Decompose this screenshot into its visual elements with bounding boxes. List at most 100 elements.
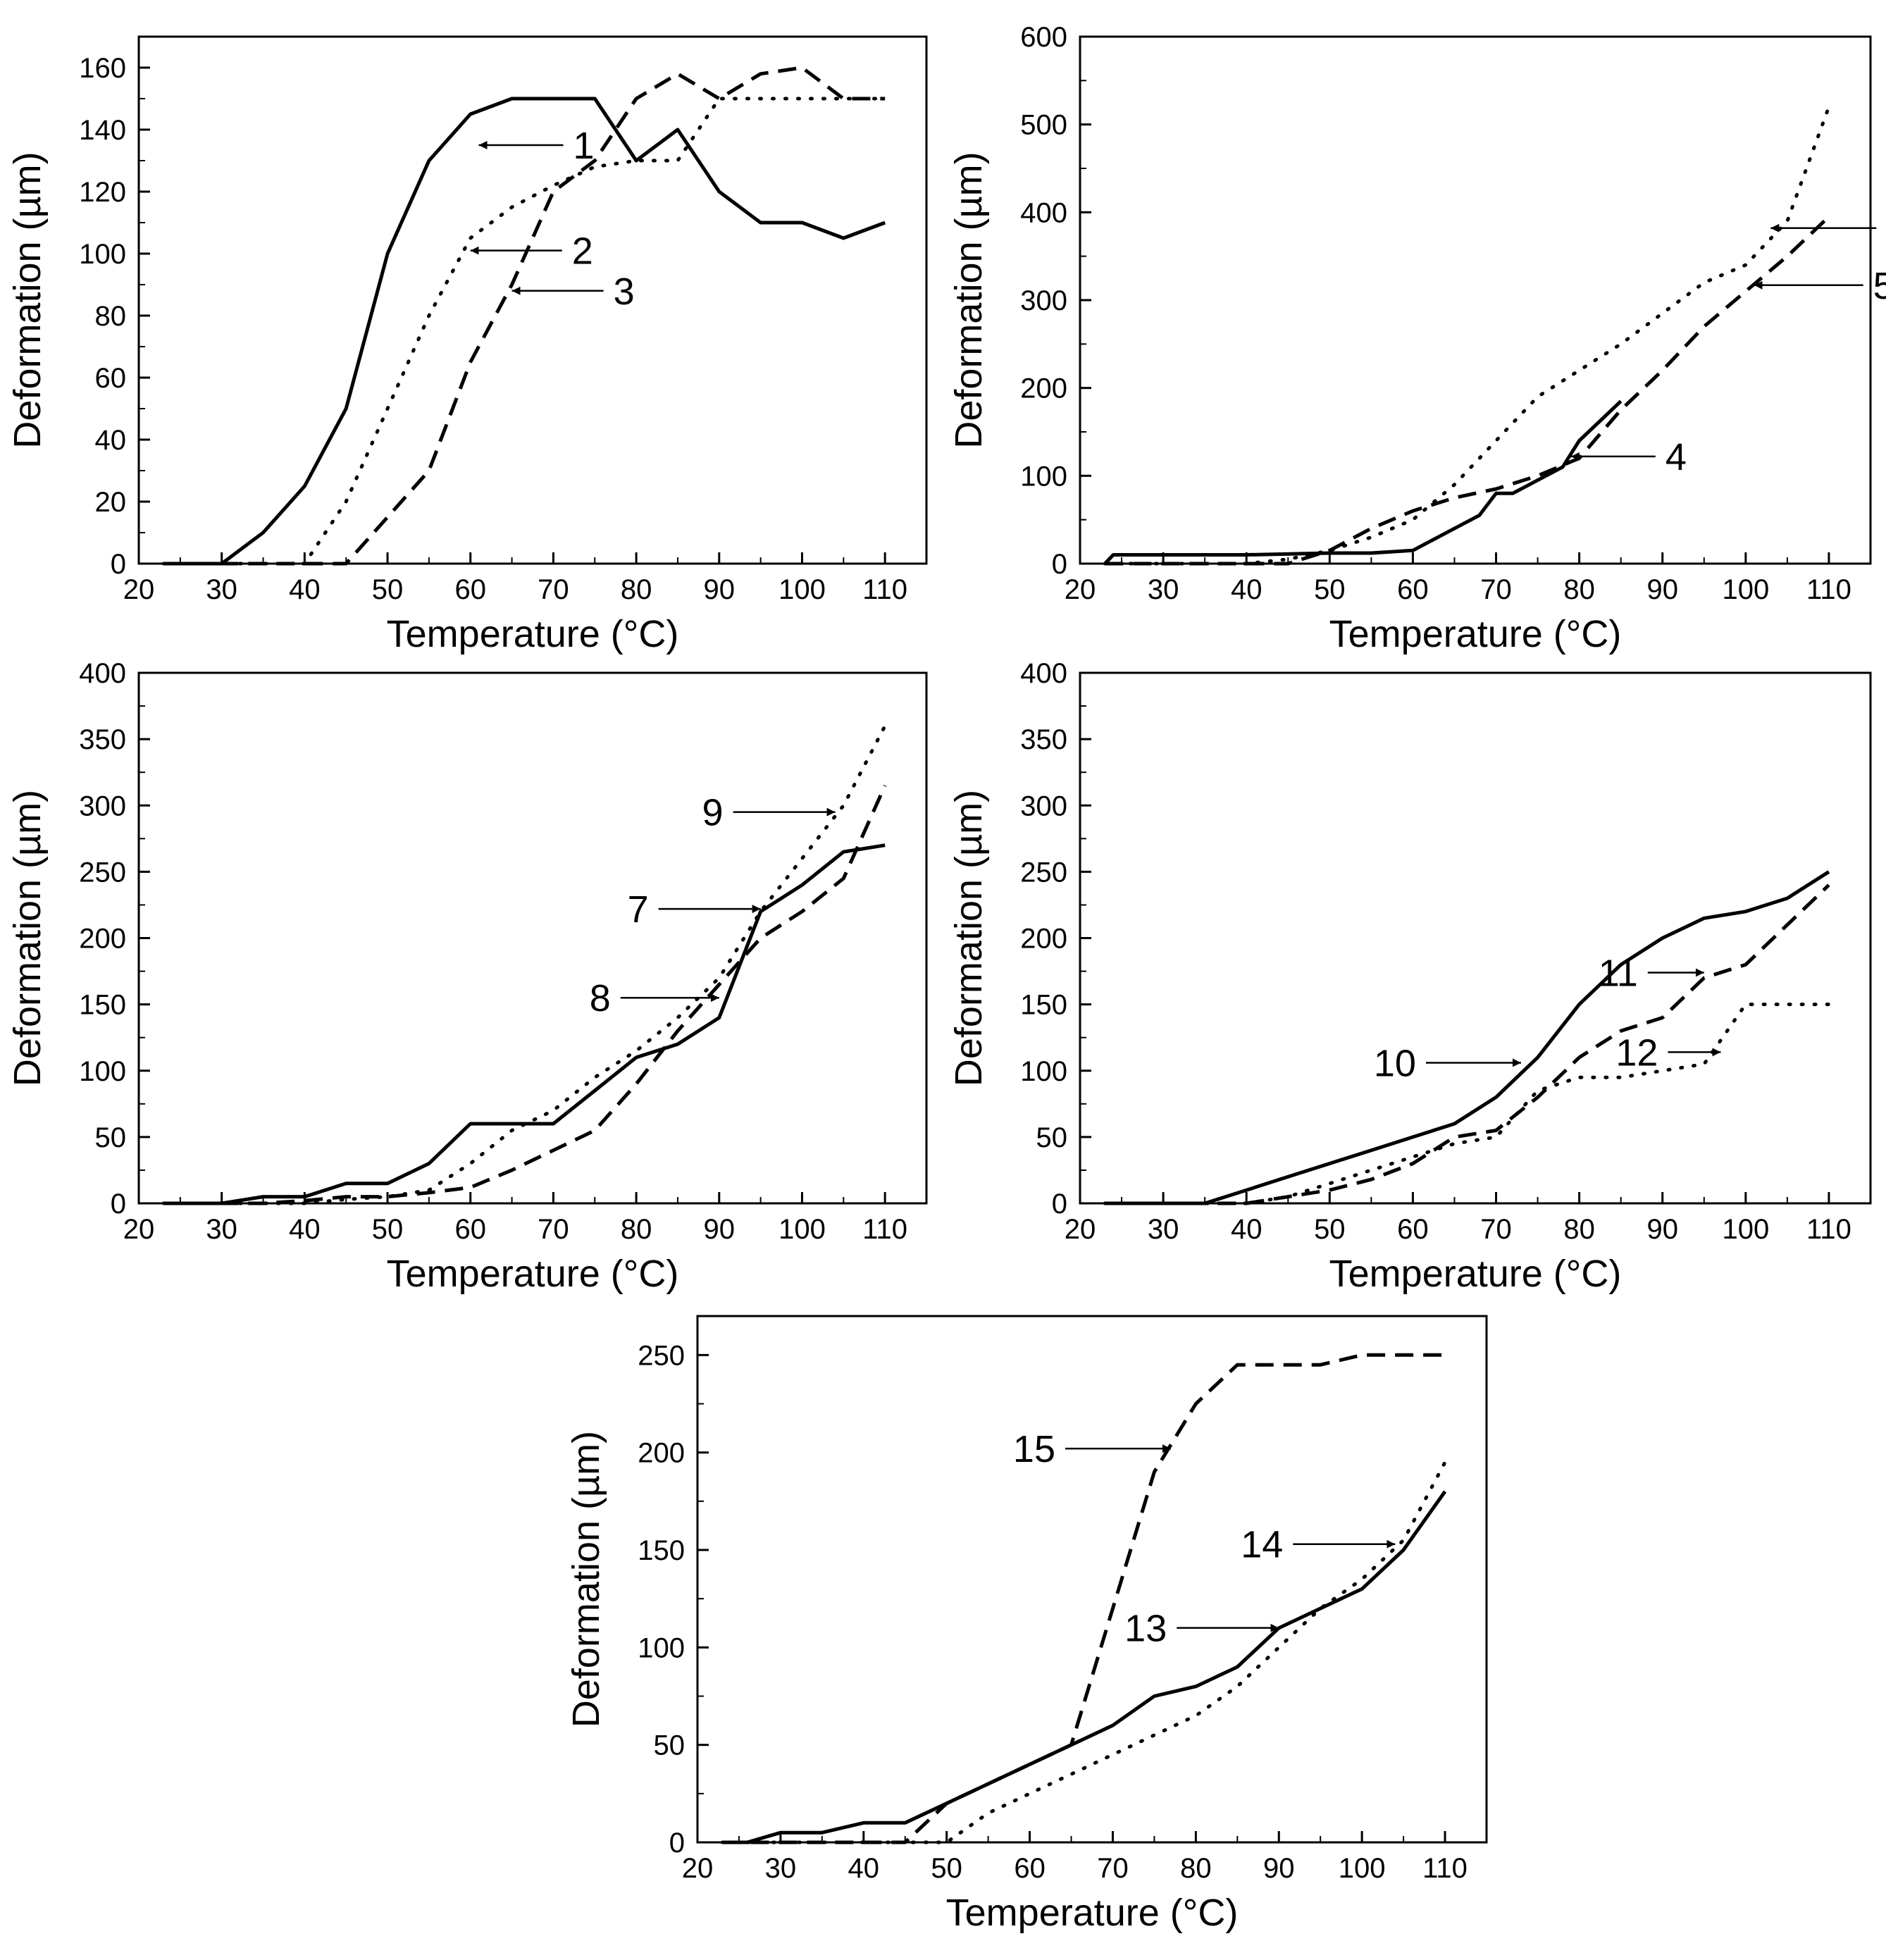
x-tick-label: 110 bbox=[862, 574, 907, 605]
y-tick-label: 0 bbox=[1052, 1189, 1067, 1220]
chart-panel-c: 20 30 40 50 60 70 80 90 100 110 0 50 100 150 200 250 300… bbox=[6, 658, 928, 1295]
y-tick-label: 200 bbox=[79, 924, 126, 955]
series-line-1 bbox=[163, 97, 886, 566]
y-tick-label: 0 bbox=[1052, 549, 1067, 580]
x-tick-label: 30 bbox=[765, 1853, 797, 1884]
y-tick-label: 400 bbox=[1020, 197, 1067, 228]
x-tick-label: 60 bbox=[454, 574, 486, 605]
y-tick-label: 50 bbox=[1036, 1122, 1068, 1153]
x-tick-label: 80 bbox=[1563, 1214, 1595, 1245]
chart-panel-d: 20 30 40 50 60 70 80 90 100 110 0 50 100 150 200 250 300… bbox=[948, 658, 1872, 1295]
y-tick-label: 140 bbox=[79, 115, 126, 146]
plot-frame bbox=[1079, 671, 1872, 1205]
y-tick-label: 150 bbox=[1020, 990, 1067, 1021]
y-tick-label: 350 bbox=[1020, 724, 1067, 755]
y-tick-label: 200 bbox=[1020, 373, 1067, 404]
x-tick-label: 20 bbox=[123, 1214, 155, 1245]
y-tick-label: 200 bbox=[1020, 924, 1067, 955]
x-tick-label: 90 bbox=[1646, 1214, 1678, 1245]
x-tick-label: 100 bbox=[1339, 1853, 1386, 1884]
y-tick-label: 250 bbox=[638, 1340, 685, 1371]
y-tick-label: 200 bbox=[638, 1438, 685, 1469]
x-tick-label: 60 bbox=[454, 1214, 486, 1245]
y-tick-label: 80 bbox=[95, 301, 127, 332]
x-tick-label: 100 bbox=[1722, 574, 1769, 605]
y-tick-label: 150 bbox=[638, 1535, 685, 1566]
series-line-12 bbox=[1103, 1003, 1831, 1205]
x-tick-label: 60 bbox=[1397, 574, 1429, 605]
y-tick-label: 300 bbox=[79, 790, 126, 821]
series-callout-1: 1 bbox=[573, 125, 595, 167]
y-tick-label: 20 bbox=[95, 487, 127, 518]
series-callout-7: 7 bbox=[628, 888, 649, 931]
series-callout-3: 3 bbox=[614, 271, 635, 313]
y-tick-label: 300 bbox=[1020, 790, 1067, 821]
series-callout-4: 4 bbox=[1665, 436, 1687, 478]
y-tick-label: 400 bbox=[79, 658, 126, 689]
y-axis-title: Deformation (µm) bbox=[948, 790, 990, 1086]
series-line-6 bbox=[1103, 105, 1831, 566]
x-axis-title: Temperature (°C) bbox=[387, 613, 679, 655]
x-tick-label: 50 bbox=[372, 574, 404, 605]
series-callout-5: 5 bbox=[1873, 265, 1886, 307]
x-axis-title: Temperature (°C) bbox=[1329, 1253, 1622, 1295]
x-tick-label: 70 bbox=[1480, 574, 1512, 605]
series-callout-2: 2 bbox=[572, 230, 593, 273]
x-axis-title: Temperature (°C) bbox=[387, 1253, 679, 1295]
y-tick-label: 120 bbox=[79, 177, 126, 208]
y-tick-label: 50 bbox=[654, 1730, 685, 1761]
x-tick-label: 50 bbox=[372, 1214, 404, 1245]
x-tick-label: 60 bbox=[1014, 1853, 1046, 1884]
x-tick-label: 40 bbox=[1231, 574, 1262, 605]
y-tick-label: 100 bbox=[638, 1632, 685, 1663]
y-tick-label: 250 bbox=[79, 857, 126, 888]
series-callout-15: 15 bbox=[1013, 1428, 1055, 1470]
y-axis-title: Deformation (µm) bbox=[948, 151, 990, 448]
series-callout-11: 11 bbox=[1599, 952, 1638, 994]
x-tick-label: 50 bbox=[931, 1853, 962, 1884]
x-tick-label: 80 bbox=[1180, 1853, 1212, 1884]
y-tick-label: 100 bbox=[1020, 1056, 1067, 1087]
y-tick-label: 500 bbox=[1020, 110, 1067, 141]
series-line-5 bbox=[1105, 215, 1830, 566]
x-tick-label: 60 bbox=[1397, 1214, 1429, 1245]
series-callout-10: 10 bbox=[1374, 1042, 1416, 1084]
x-tick-label: 20 bbox=[123, 574, 155, 605]
x-tick-label: 90 bbox=[704, 1214, 736, 1245]
series-line-10 bbox=[1105, 870, 1830, 1205]
series-callout-8: 8 bbox=[590, 977, 611, 1019]
series-line-2 bbox=[161, 97, 887, 566]
series-line-14 bbox=[720, 1460, 1447, 1844]
x-tick-label: 110 bbox=[1422, 1853, 1468, 1884]
x-tick-label: 20 bbox=[1065, 574, 1096, 605]
y-tick-label: 250 bbox=[1020, 857, 1067, 888]
x-tick-label: 110 bbox=[1806, 574, 1851, 605]
y-axis-title: Deformation (µm) bbox=[6, 790, 49, 1086]
series-callout-13: 13 bbox=[1124, 1608, 1167, 1650]
y-tick-label: 160 bbox=[79, 53, 126, 84]
series-callout-9: 9 bbox=[702, 792, 724, 834]
y-tick-label: 100 bbox=[1020, 461, 1067, 492]
x-tick-label: 20 bbox=[1065, 1214, 1096, 1245]
series-line-3 bbox=[163, 66, 886, 566]
series-line-15 bbox=[722, 1353, 1446, 1844]
chart-panel-b: 20 30 40 50 60 70 80 90 100 110 0 100 200 300 400 500 60… bbox=[948, 22, 1886, 655]
plot-frame bbox=[1079, 35, 1872, 565]
series-line-4 bbox=[1103, 399, 1623, 565]
y-tick-label: 100 bbox=[79, 239, 126, 270]
x-tick-label: 50 bbox=[1314, 1214, 1346, 1245]
x-tick-label: 30 bbox=[1148, 1214, 1179, 1245]
x-tick-label: 20 bbox=[682, 1853, 714, 1884]
y-tick-label: 60 bbox=[95, 363, 127, 394]
y-axis-title: Deformation (µm) bbox=[6, 151, 49, 448]
x-tick-label: 80 bbox=[621, 574, 652, 605]
y-axis-title: Deformation (µm) bbox=[565, 1431, 607, 1728]
series-callout-12: 12 bbox=[1615, 1031, 1658, 1074]
y-tick-label: 400 bbox=[1020, 658, 1067, 689]
plot-frame bbox=[696, 1315, 1488, 1844]
y-tick-label: 150 bbox=[79, 990, 126, 1021]
x-tick-label: 110 bbox=[1806, 1214, 1851, 1245]
x-tick-label: 40 bbox=[289, 574, 321, 605]
x-tick-label: 80 bbox=[621, 1214, 652, 1245]
